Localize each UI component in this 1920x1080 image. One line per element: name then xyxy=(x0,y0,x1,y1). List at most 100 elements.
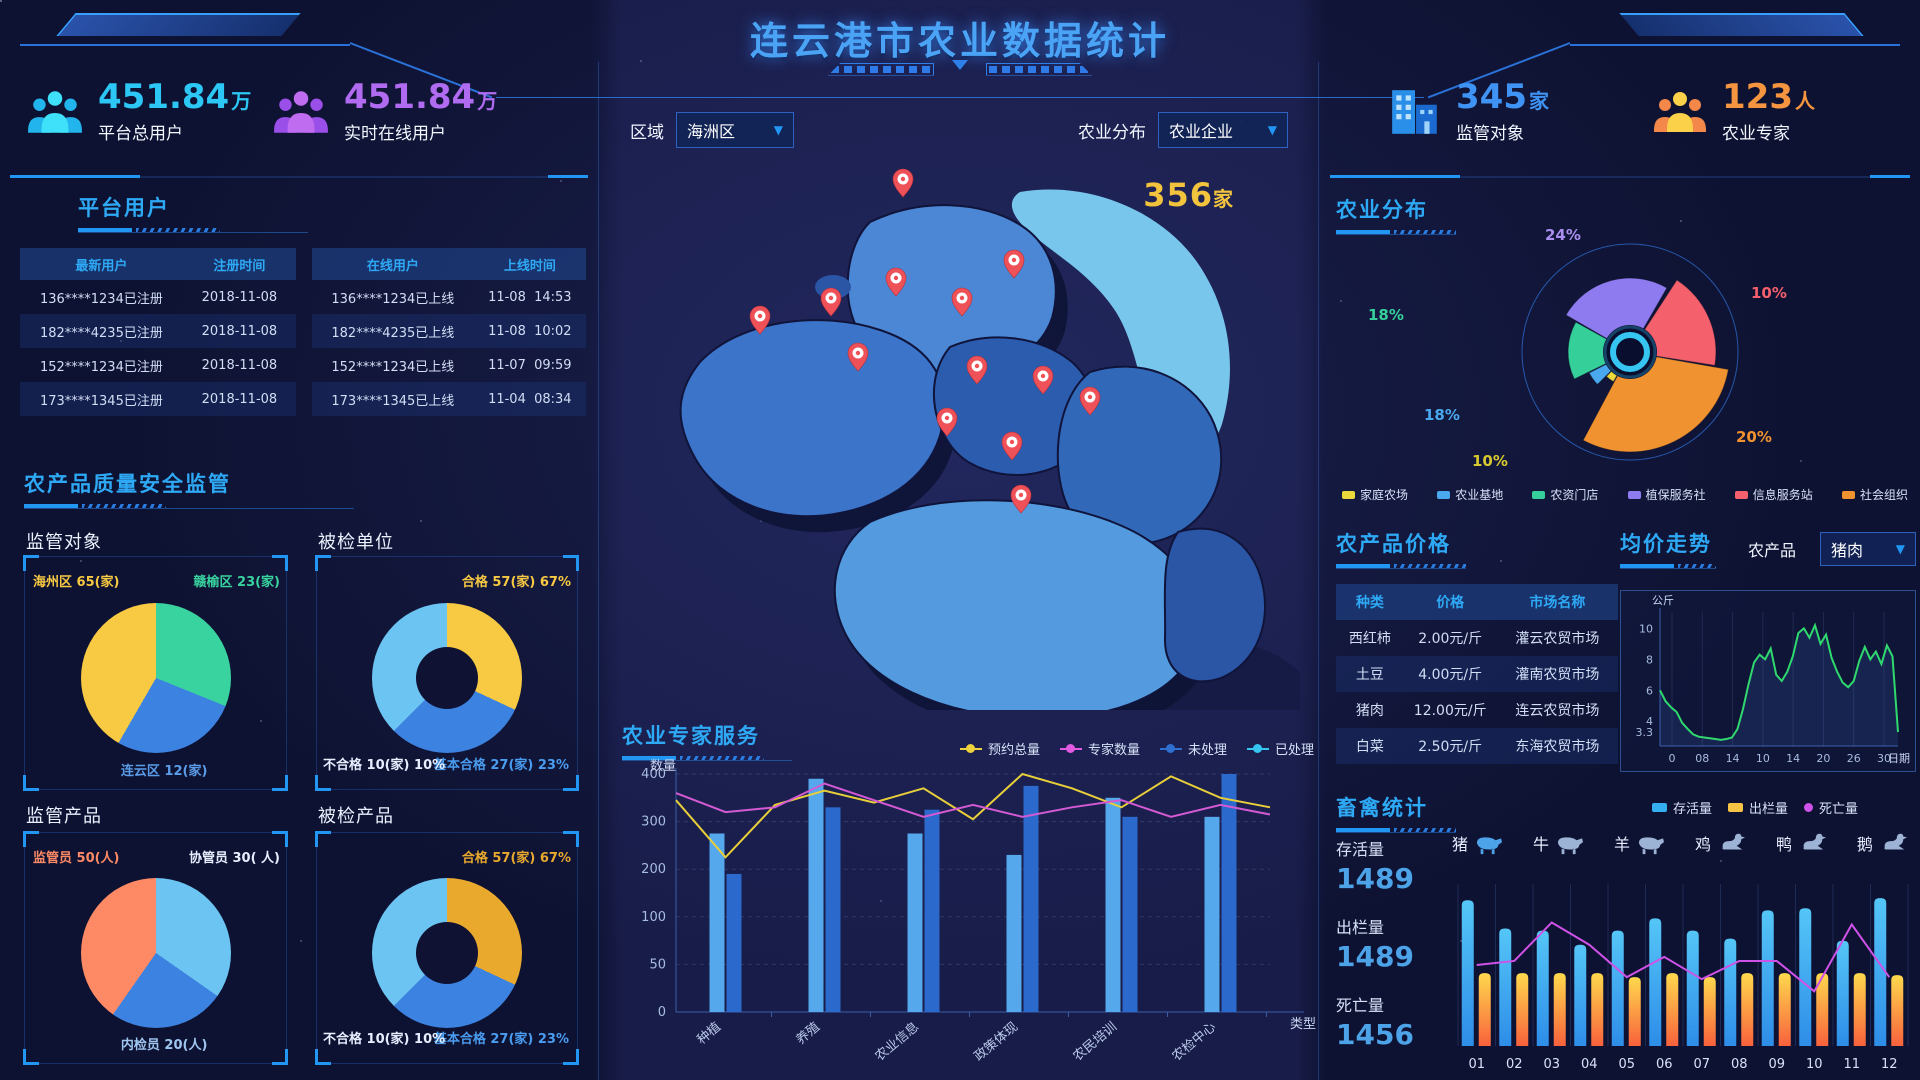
animal-item-5[interactable]: 鸭 xyxy=(1776,830,1829,856)
product-select[interactable]: 猪肉 ▼ xyxy=(1819,532,1916,566)
livestock-chart: 01 02 03 04 05 06 07 08 09 10 11 12 xyxy=(1450,874,1914,1076)
legend-label: 社会组织 xyxy=(1859,488,1908,502)
title-underline-decoration xyxy=(828,60,1092,78)
table-header: 种类 价格 市场名称 xyxy=(1336,584,1618,620)
location-pin-icon[interactable] xyxy=(892,168,914,198)
pie-label: 合格 57(家) 67% xyxy=(461,575,571,590)
legend-marker-icon xyxy=(1728,803,1744,812)
region-selected-value: 海洲区 xyxy=(687,122,736,141)
legend-item[interactable]: 未处理 xyxy=(1159,739,1227,758)
table-cell: 173****1345已上线 xyxy=(331,393,455,409)
svg-text:类型: 类型 xyxy=(1290,1017,1316,1032)
legend-item[interactable]: 植保服务社 xyxy=(1627,486,1706,503)
legend-marker-icon xyxy=(1734,490,1748,499)
animal-item-4[interactable]: 鸡 xyxy=(1695,830,1748,856)
table-row: 152****1234已上线 11-07 09:59 xyxy=(312,348,586,382)
table-cell: 2.50元/斤 xyxy=(1418,739,1483,755)
location-pin-icon[interactable] xyxy=(820,287,842,317)
product-select-label: 农产品 xyxy=(1747,541,1796,560)
column-header: 市场名称 xyxy=(1529,595,1586,611)
legend-item[interactable]: 存活量 xyxy=(1652,798,1712,817)
location-pin-icon[interactable] xyxy=(1032,365,1054,395)
donut-hole xyxy=(416,647,478,709)
donut-hole xyxy=(416,922,478,984)
location-pin-icon[interactable] xyxy=(1010,484,1032,514)
svg-text:400: 400 xyxy=(641,767,666,782)
rose-slice-社会组织[interactable] xyxy=(1582,351,1730,453)
stat-unit: 家 xyxy=(1528,89,1549,113)
rose-percent-label: 20% xyxy=(1736,428,1772,446)
legend-item[interactable]: 死亡量 xyxy=(1804,798,1858,817)
region-select[interactable]: 海洲区 ▼ xyxy=(676,112,794,148)
location-pin-icon[interactable] xyxy=(951,287,973,317)
svg-text:05: 05 xyxy=(1618,1057,1635,1072)
legend-label: 存活量 xyxy=(1673,802,1713,817)
svg-text:02: 02 xyxy=(1506,1057,1523,1072)
stat-value: 1489 xyxy=(1336,862,1414,895)
legend-item[interactable]: 预约总量 xyxy=(959,739,1040,758)
svg-text:0: 0 xyxy=(658,1005,666,1020)
legend-label: 死亡量 xyxy=(1819,802,1859,817)
section-agri-distribution: 农业分布 xyxy=(1336,194,1456,236)
stat-total-users: 451.84 万 平台总用户 xyxy=(26,79,251,144)
star-decoration xyxy=(0,0,2,2)
legend-item[interactable]: 家庭农场 xyxy=(1342,486,1408,503)
rose-percent-label: 18% xyxy=(1368,306,1404,324)
legend-marker-icon xyxy=(1804,803,1814,812)
legend-item[interactable]: 出栏量 xyxy=(1728,798,1788,817)
table-row: 173****1345已注册 2018-11-08 xyxy=(20,382,296,416)
online-users-icon xyxy=(274,91,328,133)
location-pin-icon[interactable] xyxy=(1001,431,1023,461)
animal-item-3[interactable]: 羊 xyxy=(1614,830,1667,856)
location-pin-icon[interactable] xyxy=(749,305,771,335)
location-pin-icon[interactable] xyxy=(966,355,988,385)
pie-label: 基本合格 27(家) 23% xyxy=(433,758,569,773)
chart-title-inspected-products: 被检产品 xyxy=(318,806,394,827)
header-horizontal-line xyxy=(496,97,1424,98)
legend-item[interactable]: 专家数量 xyxy=(1059,739,1140,758)
location-pin-icon[interactable] xyxy=(847,342,869,372)
legend-marker-icon xyxy=(1532,490,1546,499)
table-cell: 4.00元/斤 xyxy=(1418,667,1483,683)
animal-icon xyxy=(1722,833,1745,850)
legend-item[interactable]: 社会组织 xyxy=(1841,486,1908,503)
chart-title-supervision-objects: 监管对象 xyxy=(26,532,102,553)
legend-item[interactable]: 农资门店 xyxy=(1532,486,1598,503)
svg-text:日期: 日期 xyxy=(1888,752,1910,765)
online-users-table: 在线用户 上线时间 136****1234已上线 11-08 14:53 182****… xyxy=(312,248,586,416)
column-header: 注册时间 xyxy=(213,258,266,274)
rose-slice-植保服务社[interactable] xyxy=(1565,277,1668,353)
section-title: 农业专家服务 xyxy=(622,724,760,748)
location-pin-icon[interactable] xyxy=(936,407,958,437)
animal-item-2[interactable]: 牛 xyxy=(1533,830,1586,856)
column-header: 最新用户 xyxy=(75,258,128,274)
location-pin-icon[interactable] xyxy=(1003,249,1025,279)
svg-text:10: 10 xyxy=(1756,752,1770,765)
location-pin-icon[interactable] xyxy=(885,267,907,297)
legend-label: 家庭农场 xyxy=(1360,488,1409,502)
animal-label: 鸡 xyxy=(1694,835,1711,854)
animal-item-1[interactable]: 猪 xyxy=(1452,830,1505,856)
legend-marker-icon xyxy=(1159,744,1182,753)
location-pin-icon[interactable] xyxy=(1079,386,1101,416)
table-row: 土豆 4.00元/斤 灌南农贸市场 xyxy=(1336,656,1618,692)
distribution-select[interactable]: 农业企业 ▼ xyxy=(1158,112,1288,148)
table-cell: 182****4235已注册 xyxy=(39,325,163,341)
left-section-divider xyxy=(10,175,588,178)
legend-item[interactable]: 信息服务站 xyxy=(1734,486,1813,503)
chevron-down-icon: ▼ xyxy=(1267,123,1277,137)
map-count-badge: 356家 xyxy=(1143,176,1234,214)
stat-label: 监管对象 xyxy=(1456,123,1524,144)
animal-selector: 猪牛羊鸡鸭鹅 xyxy=(1452,830,1910,856)
section-livestock: 畜禽统计 xyxy=(1336,792,1456,834)
animal-item-6[interactable]: 鹅 xyxy=(1857,830,1910,856)
section-product-prices: 农产品价格 xyxy=(1336,528,1466,570)
rose-slice-农资门店[interactable] xyxy=(1567,321,1632,380)
legend-item[interactable]: 已处理 xyxy=(1246,739,1314,758)
legend-item[interactable]: 农业基地 xyxy=(1437,486,1503,503)
table-header: 在线用户 上线时间 xyxy=(312,248,586,280)
svg-text:09: 09 xyxy=(1768,1057,1785,1072)
pie-label: 合格 57(家) 67% xyxy=(461,851,571,866)
legend-marker-icon xyxy=(1342,490,1355,499)
stat-label: 出栏量 xyxy=(1336,918,1385,937)
